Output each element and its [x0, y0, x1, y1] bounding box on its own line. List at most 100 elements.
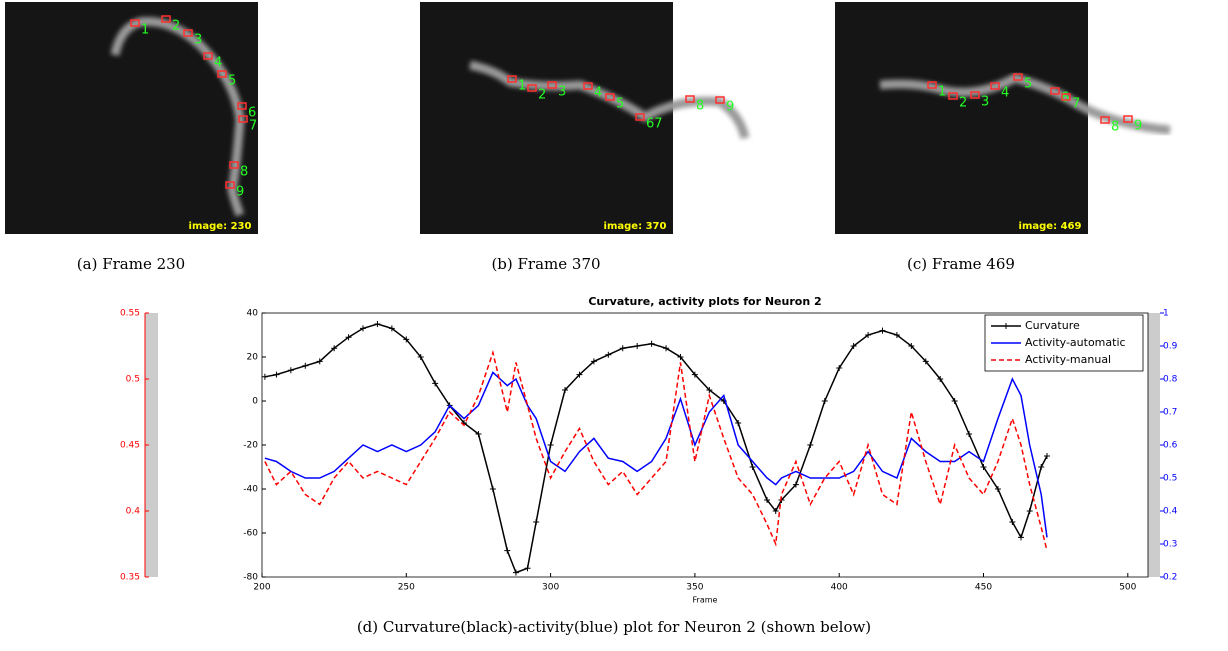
point-marker — [524, 565, 531, 572]
neuron-marker — [225, 181, 235, 189]
point-marker — [360, 325, 367, 332]
point-marker — [706, 387, 713, 393]
point-marker — [273, 371, 280, 378]
neuron-label: 2 — [172, 19, 180, 34]
neuron-marker — [948, 92, 958, 100]
neuron-label: 9 — [1134, 119, 1142, 134]
caption: (b) Frame 370 — [491, 255, 600, 273]
point-marker — [865, 332, 872, 338]
neuron-label: 9 — [726, 100, 734, 115]
neuron-marker — [130, 19, 140, 27]
microscopy-image — [835, 2, 1088, 234]
point-marker — [792, 481, 799, 488]
neuron-label: 2 — [959, 96, 967, 111]
point-marker — [691, 371, 698, 378]
y-tick-label: 0.35 — [120, 573, 140, 583]
neuron-label: 4 — [594, 86, 602, 101]
chart-title: Curvature, activity plots for Neuron 2 — [588, 295, 821, 308]
neuron-label: 5 — [1024, 77, 1032, 92]
point-marker — [489, 486, 496, 492]
point-marker — [966, 431, 973, 437]
x-tick-label: 500 — [1119, 583, 1136, 593]
neuron-marker — [507, 75, 517, 83]
x-tick-label: 350 — [686, 583, 703, 593]
neuron-marker — [1013, 73, 1023, 81]
y-tick-label: 0.5 — [126, 375, 140, 385]
neuron-label: 2 — [538, 88, 546, 103]
neuron-label: 5 — [616, 97, 624, 112]
neuron-label: 9 — [236, 185, 244, 200]
neuron-marker — [685, 95, 695, 103]
x-tick-label: 400 — [831, 583, 848, 593]
y-tick-label: -20 — [243, 441, 258, 451]
image-label: image: 469 — [1019, 221, 1082, 232]
neuron-marker — [1100, 116, 1110, 124]
point-marker — [1009, 519, 1016, 525]
neuron-label: 6 — [248, 106, 256, 121]
point-marker — [663, 345, 670, 352]
caption: (d) Curvature(black)-activity(blue) plot… — [357, 618, 871, 636]
point-marker — [879, 327, 886, 334]
x-axis-label: Frame — [693, 596, 718, 605]
neuron-marker — [527, 84, 537, 92]
neuron-label: 5 — [228, 74, 236, 89]
point-marker — [562, 387, 569, 393]
neuron-marker — [1061, 93, 1071, 101]
point-marker — [634, 343, 641, 349]
y2-tick-label: 0.7 — [1163, 408, 1177, 418]
neuron-label: 7 — [249, 119, 257, 134]
neuron-marker — [970, 91, 980, 99]
point-marker — [302, 362, 309, 369]
series-line — [264, 349, 1048, 551]
neuron-marker — [183, 29, 193, 37]
point-marker — [403, 336, 410, 343]
point-marker — [432, 380, 439, 387]
neuron-marker — [229, 161, 239, 169]
point-marker — [648, 340, 655, 347]
neuron-label: 8 — [240, 165, 248, 180]
y-tick-label: -80 — [243, 573, 258, 583]
x-tick-label: 200 — [253, 583, 270, 593]
y-tick-label: 0 — [252, 397, 258, 407]
y-tick-label: -60 — [243, 529, 258, 539]
x-tick-label: 450 — [975, 583, 992, 593]
legend-label: Curvature — [1025, 319, 1080, 332]
neuron-label: 1 — [938, 85, 946, 100]
neuron-marker — [217, 70, 227, 78]
neuron-marker — [237, 102, 247, 110]
point-marker — [374, 321, 381, 327]
point-marker — [619, 345, 626, 352]
point-marker — [836, 365, 843, 371]
point-marker — [512, 569, 519, 576]
neuron-marker — [238, 115, 248, 123]
point-marker — [388, 325, 395, 332]
neuron-label: 4 — [214, 56, 222, 71]
microscopy-image — [420, 2, 673, 234]
point-marker — [590, 358, 597, 365]
point-marker — [980, 464, 987, 470]
point-marker — [951, 398, 958, 404]
y-tick-label: 20 — [247, 353, 259, 363]
point-marker — [994, 486, 1001, 492]
y-tick-label: -40 — [243, 485, 258, 495]
neuron-label: 4 — [1001, 86, 1009, 101]
legend-label: Activity-manual — [1025, 353, 1111, 366]
neuron-label: 6 — [1061, 91, 1069, 106]
neuron-marker — [1050, 87, 1060, 95]
neuron-marker — [547, 81, 557, 89]
image-label: image: 370 — [604, 221, 667, 232]
point-marker — [261, 373, 268, 380]
y-tick-label: 0.45 — [120, 441, 140, 451]
point-marker — [504, 547, 511, 554]
neuron-marker — [605, 93, 615, 101]
point-marker — [922, 358, 929, 365]
neuron-label: 1 — [518, 79, 526, 94]
y2-tick-label: 0.3 — [1163, 540, 1177, 550]
neuron-marker — [715, 96, 725, 104]
y2-tick-label: 0.5 — [1163, 474, 1177, 484]
point-marker — [807, 442, 814, 448]
point-marker — [345, 334, 352, 341]
series-line — [264, 323, 1048, 574]
point-marker — [908, 343, 915, 349]
y2-tick-label: 0.6 — [1163, 441, 1178, 451]
